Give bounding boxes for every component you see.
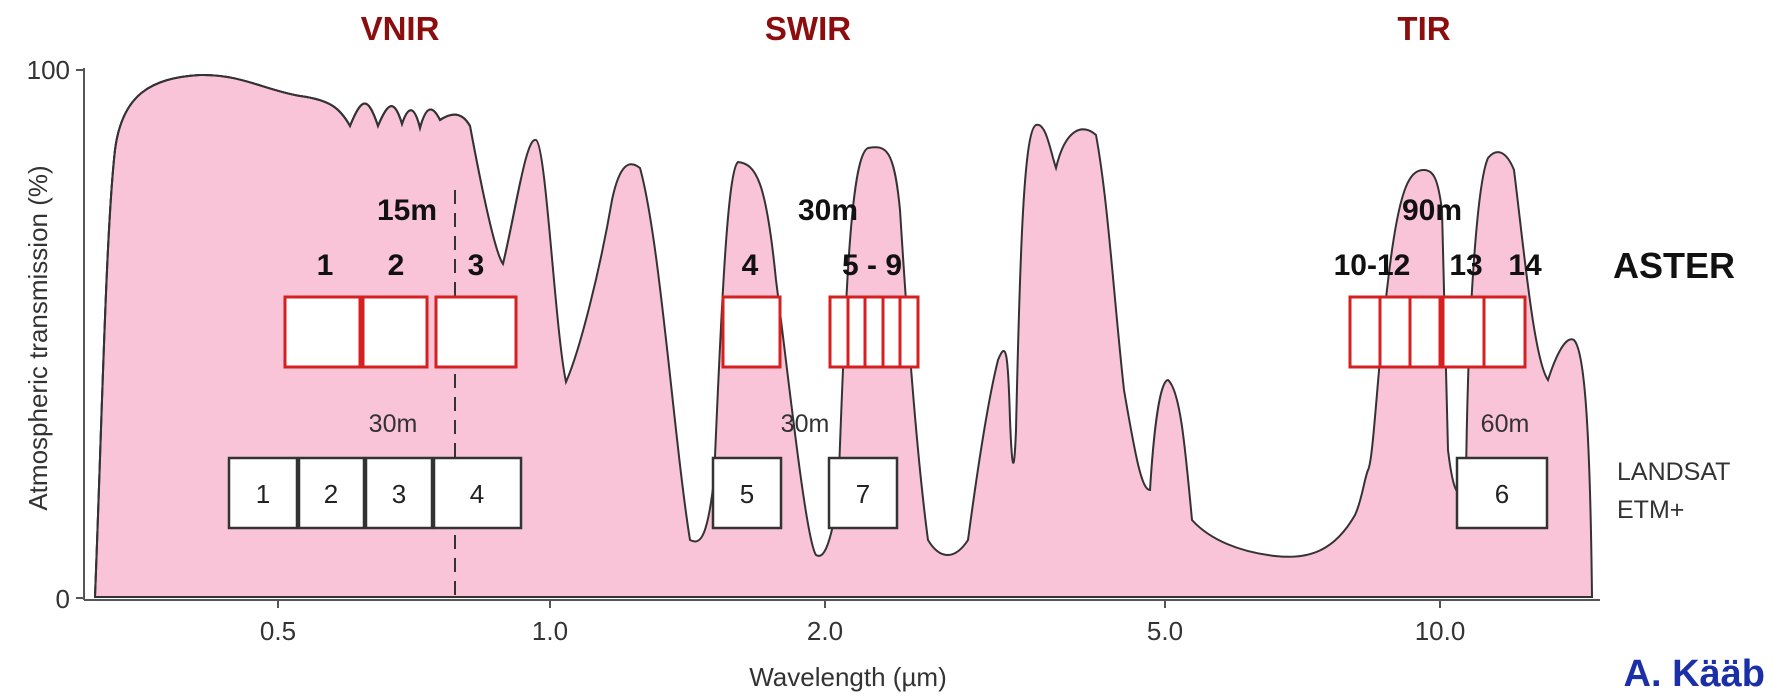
aster-band-14: 14 <box>1508 249 1542 282</box>
landsat-box-5 <box>711 456 783 530</box>
etm-label: ETM+ <box>1617 496 1684 524</box>
landsat-res-tir: 60m <box>1481 410 1530 438</box>
aster-res-90m: 90m <box>1402 194 1462 227</box>
aster-res-30m: 30m <box>798 194 858 227</box>
landsat-band-4: 4 <box>470 479 484 509</box>
aster-band-5-9: 5 - 9 <box>842 249 902 282</box>
aster-box-2 <box>361 295 429 369</box>
y-tick-100: 100 <box>27 55 70 85</box>
region-vnir: VNIR <box>361 10 440 47</box>
aster-box-4 <box>721 295 782 369</box>
aster-box-10-12 <box>1348 295 1442 369</box>
landsat-box-3 <box>364 456 434 530</box>
aster-band-13: 13 <box>1449 249 1482 282</box>
axes <box>76 68 1600 608</box>
landsat-box-2 <box>297 456 366 530</box>
landsat-label: LANDSAT <box>1617 458 1730 486</box>
x-tick-2.0: 2.0 <box>807 616 843 646</box>
aster-res-15m: 15m <box>377 194 437 227</box>
landsat-band-1: 1 <box>256 479 270 509</box>
landsat-res-vnir: 30m <box>369 410 418 438</box>
aster-band-10-12: 10-12 <box>1334 249 1411 282</box>
aster-band-1: 1 <box>317 249 334 282</box>
aster-box-3 <box>434 295 518 369</box>
aster-label: ASTER <box>1613 245 1735 286</box>
aster-band-2: 2 <box>388 249 405 282</box>
aster-box-1 <box>283 295 362 369</box>
aster-band-4: 4 <box>742 249 759 282</box>
landsat-band-boxes <box>227 456 1549 530</box>
aster-band-boxes <box>283 295 1527 369</box>
y-tick-0: 0 <box>56 584 70 614</box>
landsat-res-swir: 30m <box>781 410 830 438</box>
landsat-box-4 <box>432 456 523 530</box>
landsat-box-7 <box>827 456 899 530</box>
region-tir: TIR <box>1397 10 1450 47</box>
landsat-band-2: 2 <box>324 479 338 509</box>
aster-band-3: 3 <box>468 249 485 282</box>
landsat-band-3: 3 <box>392 479 406 509</box>
landsat-box-1 <box>227 456 299 530</box>
aster-box-5-9 <box>828 295 920 369</box>
x-axis-label: Wavelength (µm) <box>749 662 947 692</box>
landsat-band-7: 7 <box>856 479 870 509</box>
x-tick-5.0: 5.0 <box>1147 616 1183 646</box>
x-tick-1.0: 1.0 <box>532 616 568 646</box>
y-axis-label: Atmospheric transmission (%) <box>23 165 53 510</box>
landsat-band-6: 6 <box>1495 479 1509 509</box>
landsat-band-5: 5 <box>740 479 754 509</box>
x-tick-10.0: 10.0 <box>1415 616 1466 646</box>
author-credit: A. Kääb <box>1624 653 1765 695</box>
landsat-box-6 <box>1455 456 1549 530</box>
region-swir: SWIR <box>765 10 851 47</box>
x-tick-0.5: 0.5 <box>260 616 296 646</box>
